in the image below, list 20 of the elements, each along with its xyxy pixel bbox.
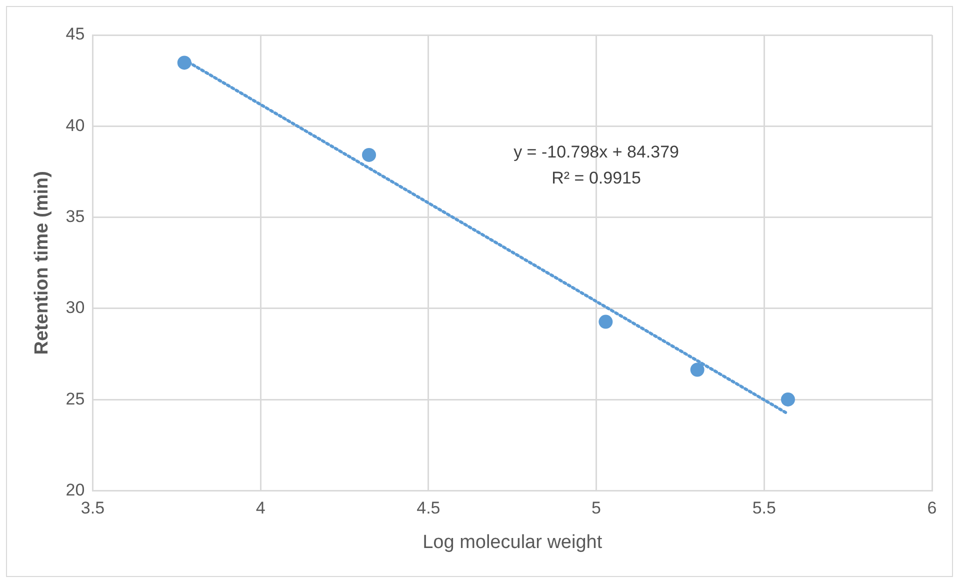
annotation: y = -10.798x + 84.379 <box>514 142 679 162</box>
x-tick-label: 3.5 <box>80 498 105 518</box>
point <box>362 148 376 162</box>
y-tick-label: 25 <box>66 389 85 408</box>
y-tick-label: 45 <box>66 24 85 44</box>
y-tick-label: 35 <box>66 207 85 226</box>
point <box>690 362 704 377</box>
x-tick-label: 5 <box>592 498 602 518</box>
x-tick-label: 4 <box>256 498 266 518</box>
x-tick-label: 4.5 <box>416 498 440 518</box>
y-tick-label: 20 <box>66 480 85 500</box>
x-tick-label: 5.5 <box>752 498 776 518</box>
annotation: R² = 0.9915 <box>552 168 641 188</box>
y-axis-title: Retention time (min) <box>32 171 53 355</box>
y-tick-label: 40 <box>66 116 85 135</box>
x-axis-title: Log molecular weight <box>422 532 603 553</box>
x-tick-label: 6 <box>927 498 937 518</box>
point <box>780 392 795 406</box>
point <box>598 314 613 329</box>
y-tick-label: 30 <box>66 298 85 318</box>
